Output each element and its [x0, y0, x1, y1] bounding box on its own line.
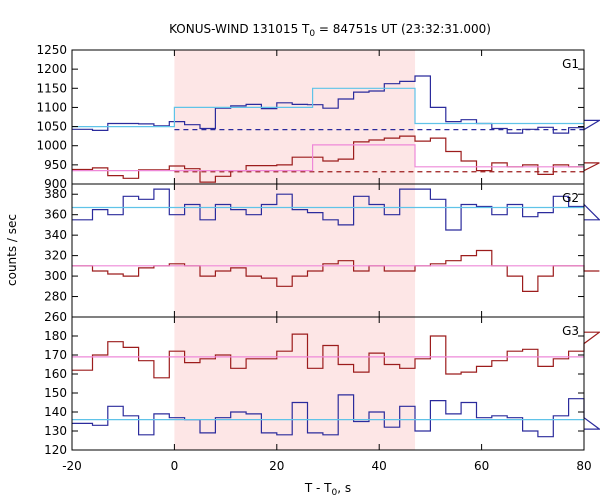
- y-tick-label: 1100: [36, 100, 67, 114]
- panel-label-g1: G1: [562, 57, 579, 71]
- x-tick-label: 80: [576, 459, 591, 473]
- y-tick-label: 1000: [36, 139, 67, 153]
- y-tick-label: 380: [44, 187, 67, 201]
- panel-label-g3: G3: [562, 324, 579, 338]
- panel-g3: 120 130 140 150 160 170 180 G3: [44, 316, 600, 457]
- panel-g1: 900 950 1000 1050 1100 1150 1200 1250 G1: [36, 43, 600, 191]
- y-tick-label: 320: [44, 249, 67, 263]
- x-tick-label: 0: [171, 459, 179, 473]
- panel-frame-g3: [71, 316, 585, 451]
- x-tick-label: -20: [62, 459, 82, 473]
- step-series-g2-0: [72, 188, 600, 231]
- y-tick-label: 300: [44, 269, 67, 283]
- y-tick-label: 130: [44, 424, 67, 438]
- y-tick-label: 180: [44, 329, 67, 343]
- y-tick-label: 1200: [36, 62, 67, 76]
- panel-g2: 260 280 300 320 340 360 380 G2: [44, 183, 600, 324]
- x-axis: -20 0 20 40 60 80: [62, 459, 591, 473]
- highlight-interval-g2: [174, 184, 416, 317]
- y-tick-label: 280: [44, 290, 67, 304]
- y-tick-label: 1250: [36, 43, 67, 57]
- y-tick-label: 170: [44, 348, 67, 362]
- x-tick-label: 40: [372, 459, 387, 473]
- step-series-g3-1: [72, 331, 600, 379]
- x-tick-label: 60: [474, 459, 489, 473]
- y-tick-label: 260: [44, 310, 67, 324]
- x-tick-label: 20: [269, 459, 284, 473]
- y-tick-label: 900: [44, 177, 67, 191]
- y-tick-label: 340: [44, 228, 67, 242]
- y-tick-label: 360: [44, 208, 67, 222]
- y-tick-label: 1150: [36, 81, 67, 95]
- y-tick-label: 1050: [36, 120, 67, 134]
- y-axis-label: counts / sec: [5, 214, 19, 286]
- panel-label-g2: G2: [562, 191, 579, 205]
- panels-group: 900 950 1000 1050 1100 1150 1200 1250 G1 260 280 30…: [36, 43, 600, 457]
- fit-line-g1-0: [72, 87, 584, 128]
- chart-title: KONUS-WIND 131015 T0 = 84751s UT (23:32:…: [169, 22, 491, 39]
- highlight-interval-g1: [174, 50, 416, 184]
- y-tick-label: 150: [44, 386, 67, 400]
- y-tick-label: 950: [44, 158, 67, 172]
- step-series-g3-0: [72, 394, 600, 438]
- x-axis-label: T - T0, s: [304, 481, 351, 498]
- fit-line-g1-1: [72, 144, 584, 172]
- y-tick-label: 120: [44, 443, 67, 457]
- highlight-interval-g3: [174, 317, 416, 450]
- y-tick-label: 140: [44, 405, 67, 419]
- step-series-g1-0: [72, 75, 600, 134]
- y-tick-label: 160: [44, 367, 67, 381]
